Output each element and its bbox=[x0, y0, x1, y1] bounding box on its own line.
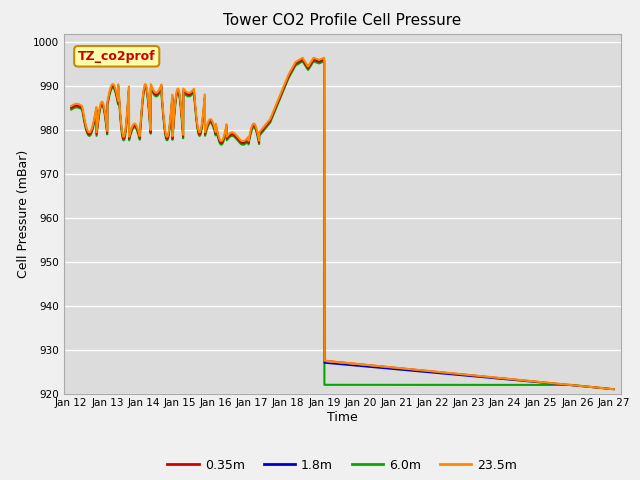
Legend: 0.35m, 1.8m, 6.0m, 23.5m: 0.35m, 1.8m, 6.0m, 23.5m bbox=[163, 454, 522, 477]
Text: TZ_co2prof: TZ_co2prof bbox=[78, 50, 156, 63]
Y-axis label: Cell Pressure (mBar): Cell Pressure (mBar) bbox=[17, 149, 30, 278]
Title: Tower CO2 Profile Cell Pressure: Tower CO2 Profile Cell Pressure bbox=[223, 13, 461, 28]
X-axis label: Time: Time bbox=[327, 411, 358, 424]
